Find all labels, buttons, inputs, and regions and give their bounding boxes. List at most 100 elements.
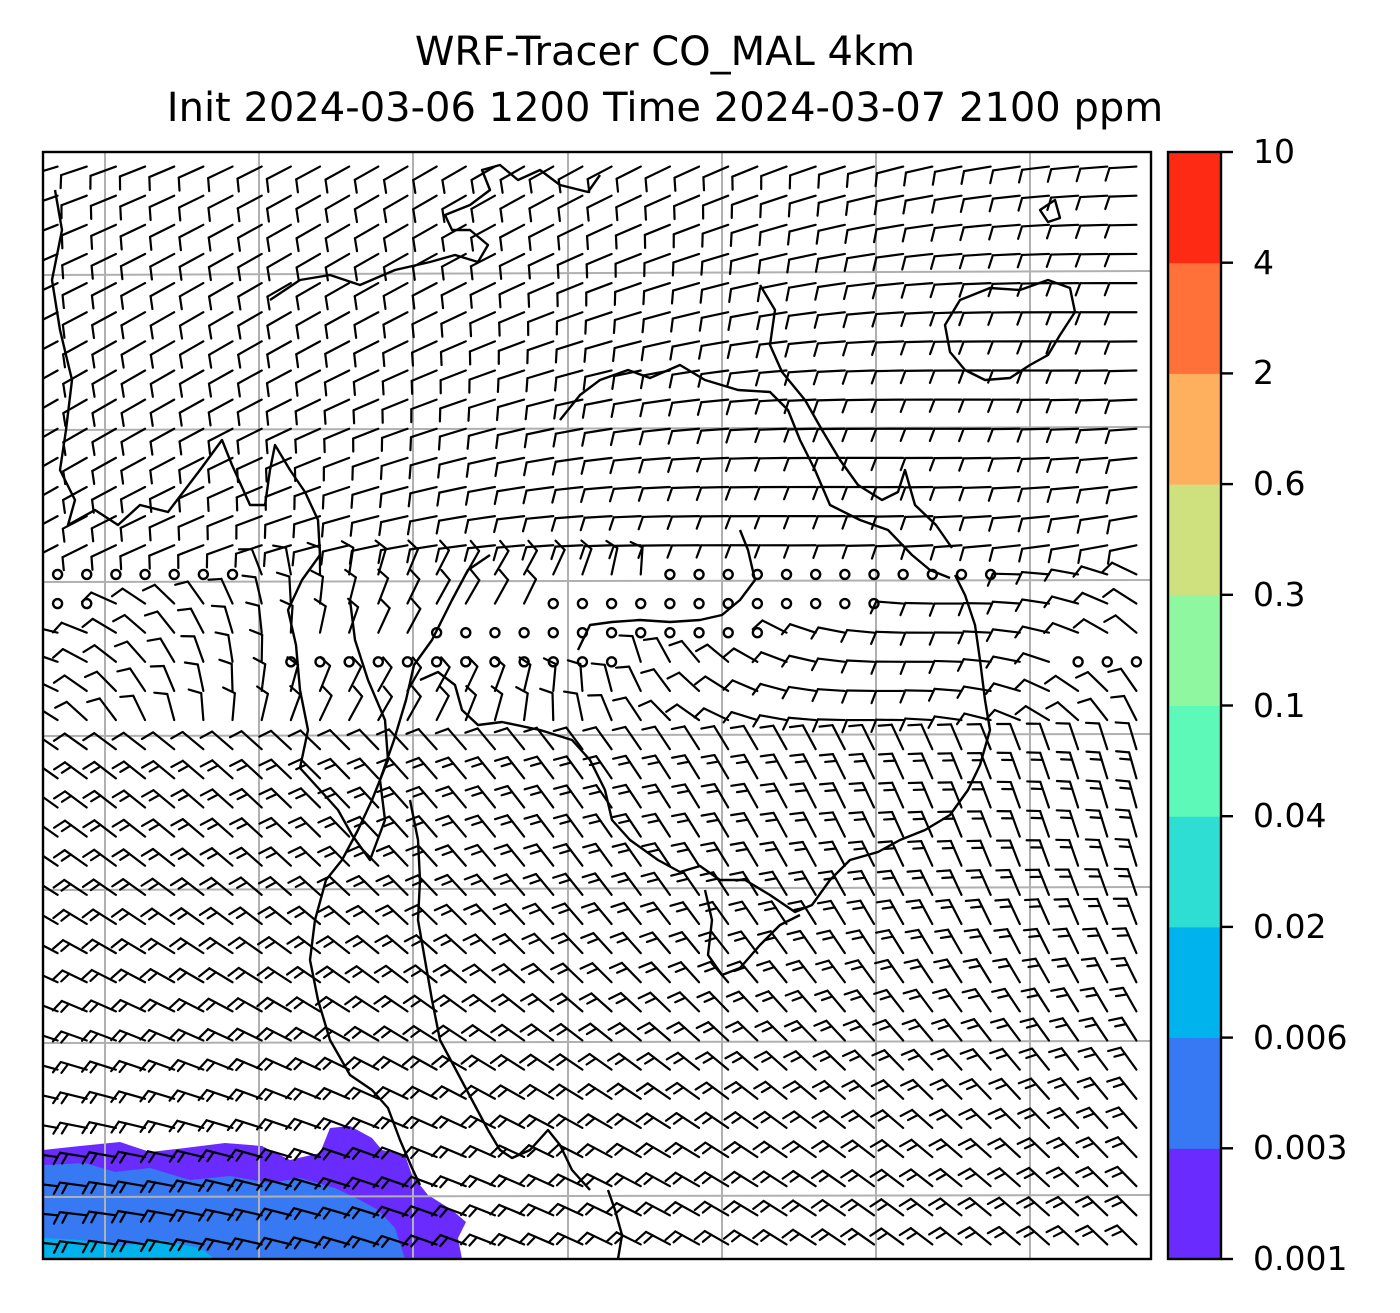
wind-barb-icon <box>608 515 642 531</box>
wind-barb-icon <box>664 1230 701 1246</box>
wind-barb-icon <box>405 728 438 751</box>
wind-barb-icon <box>495 427 526 450</box>
wind-barb-icon <box>1014 678 1051 693</box>
wind-barb-icon <box>43 252 59 262</box>
wind-barb-icon <box>139 1209 176 1223</box>
wind-barb-icon <box>52 939 88 955</box>
wind-barb-icon <box>613 281 642 306</box>
wind-barb-icon <box>1103 340 1138 355</box>
wind-barb-icon <box>110 1059 147 1074</box>
wind-barb-icon <box>1084 868 1109 896</box>
wind-barb-icon <box>841 544 876 560</box>
wind-barb-icon <box>528 194 555 223</box>
wind-barb-icon <box>348 656 363 693</box>
wind-barb-icon <box>672 223 701 249</box>
wind-barb-icon <box>1105 485 1138 505</box>
wind-barb-icon <box>43 311 59 321</box>
wind-barb-icon <box>81 1090 117 1104</box>
wind-barb-icon <box>255 1148 292 1162</box>
wind-barb-icon <box>168 1149 205 1163</box>
wind-barb-icon <box>406 597 422 634</box>
wind-barb-icon <box>1104 194 1138 211</box>
wind-barb-icon <box>958 252 992 270</box>
wind-barb-icon <box>90 252 117 280</box>
wind-barb-icon <box>314 1235 351 1249</box>
wind-barb-icon <box>810 1199 846 1217</box>
wind-barb-icon <box>754 456 788 472</box>
wind-barb-icon <box>227 1237 263 1251</box>
calm-circle-icon <box>693 626 705 639</box>
wind-barb-icon <box>578 992 613 1013</box>
wind-barb-icon <box>177 165 205 192</box>
wind-barb-icon <box>988 194 1021 213</box>
wind-barb-icon <box>1046 1107 1080 1130</box>
wind-barb-icon <box>550 962 584 984</box>
wind-barb-icon <box>295 340 322 369</box>
wind-barb-icon <box>60 223 88 250</box>
wind-barb-icon <box>666 515 701 530</box>
wind-barb-icon <box>521 544 555 561</box>
wind-barb-icon <box>901 1018 934 1042</box>
wind-barb-icon <box>315 965 351 984</box>
wind-barb-icon <box>673 165 701 192</box>
wind-barb-icon <box>811 1139 846 1159</box>
wind-barb-icon <box>577 1083 613 1100</box>
wind-barb-icon <box>1016 1225 1051 1246</box>
wind-barb-icon <box>464 843 497 867</box>
wind-barb-icon <box>377 656 393 693</box>
wind-barb-icon <box>256 966 292 984</box>
wind-barb-icon <box>499 194 526 223</box>
wind-barb-icon <box>665 1081 701 1100</box>
wind-barb-icon <box>670 725 701 751</box>
wind-barb-icon <box>441 194 467 224</box>
wind-barb-icon <box>227 936 263 955</box>
wind-barb-icon <box>956 658 992 672</box>
wind-barb-icon <box>1017 223 1051 240</box>
wind-barb-icon <box>614 665 642 693</box>
wind-barb-icon <box>996 780 1021 809</box>
wind-barb-icon <box>1072 565 1109 578</box>
wind-barb-icon <box>435 785 467 809</box>
wind-barb-icon <box>61 485 88 514</box>
wind-barb-icon <box>1016 252 1051 269</box>
wind-barb-icon <box>580 456 613 475</box>
wind-barb-icon <box>871 1049 905 1071</box>
wind-barb-icon <box>222 686 236 722</box>
wind-barb-icon <box>43 709 59 722</box>
wind-barb-icon <box>466 427 497 450</box>
wind-barb-icon <box>410 369 438 395</box>
wind-barb-icon <box>694 1081 730 1100</box>
wind-barb-icon <box>346 875 380 896</box>
wind-barb-icon <box>461 993 497 1013</box>
wind-barb-icon <box>1024 868 1051 896</box>
wind-barb-icon <box>576 1172 613 1188</box>
wind-barb-icon <box>840 1227 876 1246</box>
wind-barb-icon <box>723 1141 759 1159</box>
wind-barb-icon <box>1077 1046 1109 1071</box>
wind-barb-icon <box>552 843 584 867</box>
wind-barb-icon <box>116 667 147 693</box>
wind-barb-icon <box>840 1109 876 1130</box>
wind-barb-icon <box>433 903 467 926</box>
wind-barb-icon <box>547 1173 584 1188</box>
wind-barb-icon <box>343 1056 380 1071</box>
calm-circle-icon <box>868 568 880 581</box>
wind-barb-icon <box>523 568 538 605</box>
wind-barb-icon <box>755 340 788 359</box>
wind-barb-icon <box>928 1138 963 1159</box>
wind-barb-icon <box>407 485 438 508</box>
colorbar-tick-label: 2 <box>1253 353 1274 393</box>
wind-barb-icon <box>759 724 788 751</box>
calm-circle-icon <box>547 597 559 610</box>
wind-barb-icon <box>258 729 292 751</box>
wind-barb-icon <box>81 1210 117 1225</box>
wind-barb-icon <box>169 877 205 896</box>
wind-barb-icon <box>61 544 88 572</box>
wind-barb-icon <box>515 686 529 722</box>
wind-barb-icon <box>1016 1166 1051 1188</box>
wind-barb-icon <box>1051 957 1080 984</box>
wind-barb-icon <box>751 619 788 634</box>
wind-barb-icon <box>51 621 88 634</box>
wind-barb-icon <box>722 1200 759 1217</box>
wind-barb-icon <box>582 726 613 751</box>
